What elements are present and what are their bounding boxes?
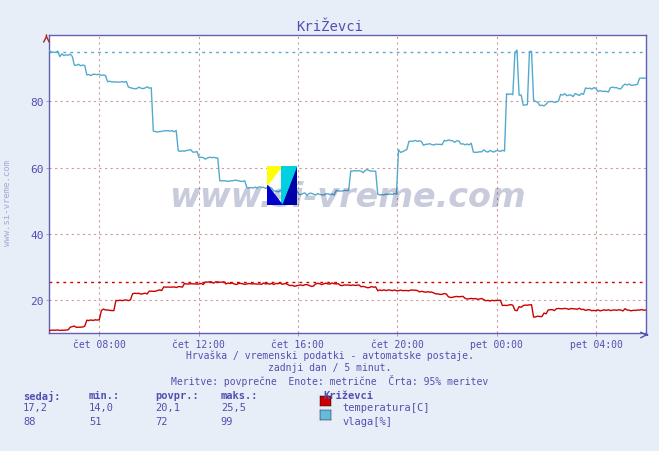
- Polygon shape: [267, 186, 282, 205]
- Polygon shape: [282, 167, 297, 205]
- Polygon shape: [267, 167, 282, 186]
- Text: 51: 51: [89, 416, 101, 426]
- Text: 17,2: 17,2: [23, 402, 48, 412]
- Text: 25,5: 25,5: [221, 402, 246, 412]
- Text: 14,0: 14,0: [89, 402, 114, 412]
- Text: 72: 72: [155, 416, 167, 426]
- Text: povpr.:: povpr.:: [155, 390, 198, 400]
- Text: maks.:: maks.:: [221, 390, 258, 400]
- Text: Meritve: povprečne  Enote: metrične  Črta: 95% meritev: Meritve: povprečne Enote: metrične Črta:…: [171, 374, 488, 386]
- Text: Hrvaška / vremenski podatki - avtomatske postaje.: Hrvaška / vremenski podatki - avtomatske…: [186, 350, 473, 360]
- Polygon shape: [282, 167, 297, 205]
- Text: KriŽevci: KriŽevci: [296, 20, 363, 34]
- Text: www.si-vreme.com: www.si-vreme.com: [169, 180, 526, 213]
- Text: 88: 88: [23, 416, 36, 426]
- Text: Križevci: Križevci: [323, 390, 373, 400]
- Text: temperatura[C]: temperatura[C]: [343, 402, 430, 412]
- Text: sedaj:: sedaj:: [23, 390, 61, 401]
- Text: min.:: min.:: [89, 390, 120, 400]
- Text: zadnji dan / 5 minut.: zadnji dan / 5 minut.: [268, 362, 391, 372]
- Text: www.si-vreme.com: www.si-vreme.com: [3, 160, 13, 246]
- Text: 99: 99: [221, 416, 233, 426]
- Text: 20,1: 20,1: [155, 402, 180, 412]
- Text: vlaga[%]: vlaga[%]: [343, 416, 393, 426]
